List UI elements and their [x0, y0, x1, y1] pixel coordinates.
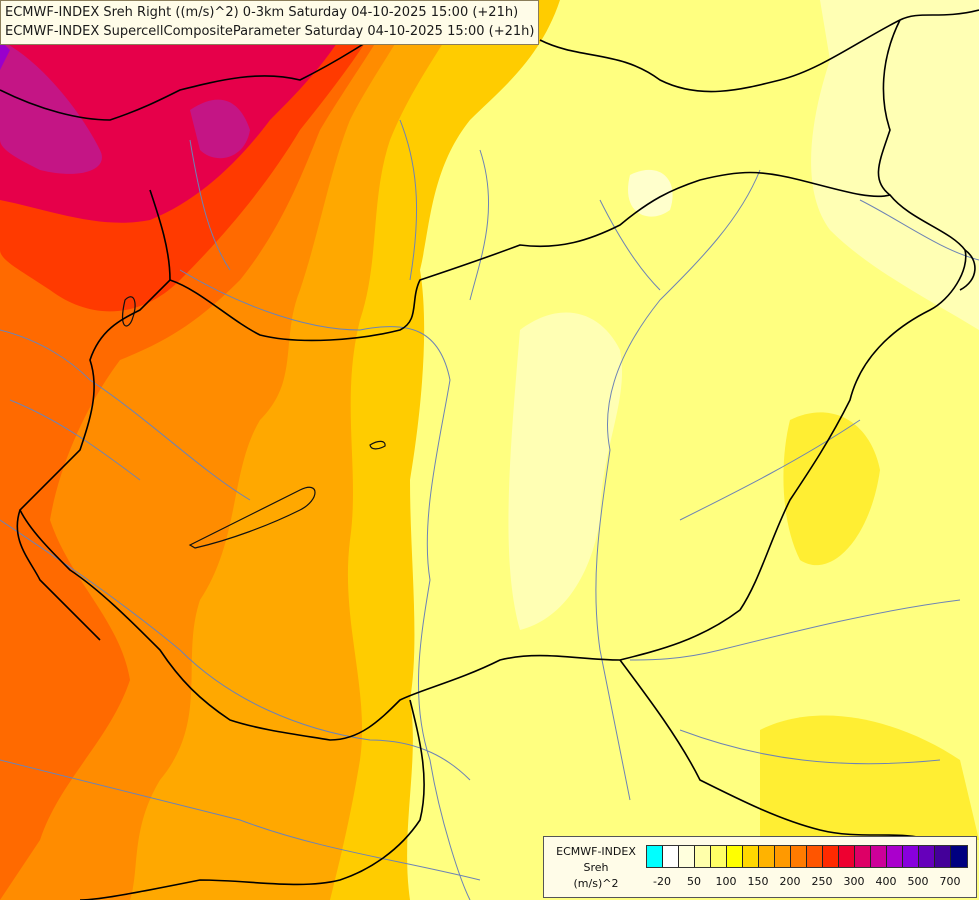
- legend-swatch: [887, 846, 903, 867]
- river-se-1: [679, 729, 941, 765]
- river-inn: [0, 329, 91, 381]
- legend-swatch: [871, 846, 887, 867]
- field-pale-north: [628, 169, 673, 217]
- river-koros: [679, 419, 861, 521]
- legend-swatch: [679, 846, 695, 867]
- color-scale-legend: ECMWF-INDEX Sreh (m/s)^2 -20 50 100 150 200 2…: [543, 836, 977, 898]
- border-hungary: [19, 171, 967, 741]
- border-slovakia-czech: [149, 189, 171, 281]
- river-tisza: [595, 169, 761, 801]
- legend-swatch: [951, 846, 967, 867]
- border-slovakia-poland: [539, 9, 979, 93]
- field-pale-east: [811, 0, 979, 330]
- field-contour-550: [0, 40, 102, 174]
- legend-tick-label: 50: [687, 875, 701, 888]
- field-contour-600: [0, 40, 10, 70]
- legend-swatch: [727, 846, 743, 867]
- field-yellow-se: [760, 715, 979, 840]
- border-serbia-romania: [619, 659, 931, 841]
- legend-tick-label: 400: [875, 875, 897, 888]
- legend-tick-label: 200: [779, 875, 801, 888]
- legend-tick-label: 150: [747, 875, 769, 888]
- legend-swatch: [711, 846, 727, 867]
- legend-tick-label: -20: [653, 875, 671, 888]
- lake-small: [369, 440, 386, 450]
- legend-swatch: [839, 846, 855, 867]
- legend-swatch: [775, 846, 791, 867]
- legend-swatch: [743, 846, 759, 867]
- border-slovenia: [16, 509, 101, 641]
- legend-swatch: [647, 846, 663, 867]
- river-danube: [179, 269, 471, 900]
- river-mur: [9, 399, 141, 481]
- border-croatia-serbia: [79, 699, 425, 900]
- legend-swatch: [855, 846, 871, 867]
- field-pale-center: [508, 312, 623, 630]
- lake-balaton: [188, 486, 316, 549]
- legend-tick-label: 250: [811, 875, 833, 888]
- legend-tick-label: 100: [715, 875, 737, 888]
- map-title-box: ECMWF-INDEX Sreh Right ((m/s)^2) 0-3km S…: [0, 0, 540, 45]
- legend-swatch: [823, 846, 839, 867]
- river-sava: [0, 759, 481, 881]
- legend-tick-label: 700: [939, 875, 961, 888]
- river-sajo: [599, 199, 661, 291]
- legend-swatch: [935, 846, 951, 867]
- legend-variable-label: Sreh: [583, 861, 609, 874]
- river-hron: [469, 149, 490, 301]
- river-vah: [399, 119, 418, 281]
- legend-swatch: [695, 846, 711, 867]
- legend-color-bar: [646, 845, 968, 868]
- legend-tick-label: 500: [907, 875, 929, 888]
- legend-swatch: [807, 846, 823, 867]
- river-drava: [0, 519, 471, 781]
- legend-swatch: [903, 846, 919, 867]
- border-romania: [959, 249, 976, 291]
- legend-tick-label: 300: [843, 875, 865, 888]
- river-maros: [629, 599, 961, 661]
- field-contour-550b: [190, 99, 250, 159]
- field-yellow-east: [783, 412, 880, 566]
- legend-swatch: [663, 846, 679, 867]
- map-title-line-1: ECMWF-INDEX Sreh Right ((m/s)^2) 0-3km S…: [5, 5, 519, 20]
- legend-model-label: ECMWF-INDEX: [556, 845, 636, 858]
- legend-swatch: [919, 846, 935, 867]
- legend-swatch: [759, 846, 775, 867]
- river-morava: [189, 139, 231, 271]
- map-title-line-2: ECMWF-INDEX SupercellCompositeParameter …: [5, 24, 535, 39]
- river-raab: [89, 379, 251, 501]
- legend-unit-label: (m/s)^2: [573, 877, 619, 890]
- river-lines: [0, 119, 979, 900]
- border-ukraine: [877, 19, 901, 196]
- legend-swatch: [791, 846, 807, 867]
